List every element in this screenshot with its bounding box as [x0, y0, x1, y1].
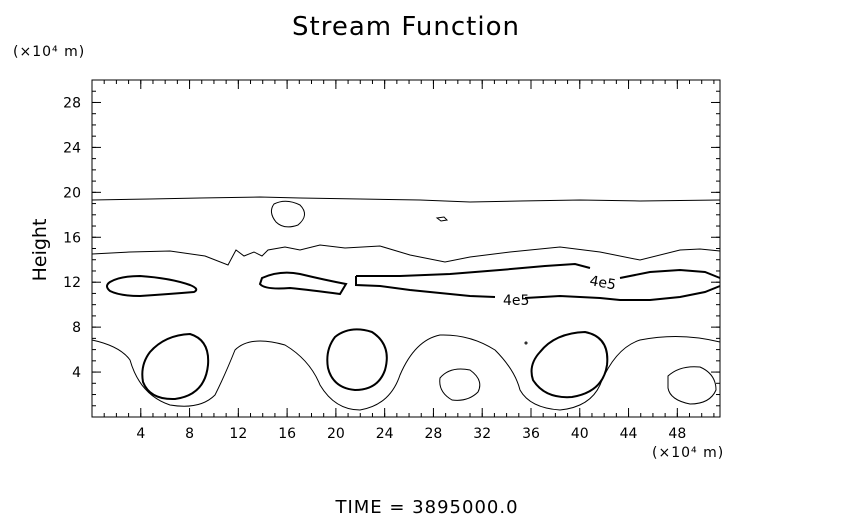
contour-thin-small-1 — [270, 200, 305, 228]
contour-thick-left — [106, 274, 198, 298]
x-tick-label: 8 — [185, 426, 194, 442]
y-tick-label: 24 — [63, 140, 81, 156]
x-axis-unit: (×10⁴ m) — [652, 445, 725, 461]
y-tick-label: 12 — [63, 275, 81, 291]
contour-label-1: 4e5 — [588, 273, 617, 293]
contour-thin-lower — [91, 334, 721, 411]
contour-thin-upper — [91, 196, 721, 203]
plot-frame — [91, 79, 721, 418]
contour-lines — [91, 196, 721, 411]
y-tick-label: 4 — [72, 365, 81, 381]
contour-thin-cell-1 — [439, 368, 481, 401]
contour-thick-cell-1 — [141, 332, 210, 401]
y-tick-label: 16 — [63, 230, 81, 246]
y-tick-label: 8 — [72, 320, 81, 336]
contour-thick-middle — [258, 271, 348, 296]
x-tick-label: 28 — [425, 426, 443, 442]
y-axis-unit: (×10⁴ m) — [13, 44, 86, 60]
x-tick-label: 44 — [620, 426, 638, 442]
x-tick-label: 20 — [327, 426, 345, 442]
x-tick-label: 16 — [278, 426, 296, 442]
contour-thin-tiny — [435, 216, 449, 222]
x-tick-label: 32 — [473, 426, 491, 442]
x-tick-label: 4 — [136, 426, 145, 442]
contour-thin-middle — [91, 244, 721, 266]
x-tick-label: 36 — [522, 426, 540, 442]
y-tick-label: 20 — [63, 185, 81, 201]
time-readout: TIME = 3895000.0 — [335, 497, 519, 518]
contour-thick-cell-3 — [530, 330, 609, 399]
x-tick-label: 48 — [668, 426, 686, 442]
contour-dot — [524, 341, 528, 345]
contour-thick-cell-2 — [326, 328, 388, 392]
contour-label-2: 4e5 — [503, 293, 529, 309]
contour-thin-cell-2 — [667, 366, 717, 405]
y-tick-label: 28 — [63, 95, 81, 111]
contour-thick-right — [355, 262, 721, 301]
x-tick-label: 12 — [229, 426, 247, 442]
x-tick-label: 40 — [571, 426, 589, 442]
x-tick-label: 24 — [376, 426, 394, 442]
chart-title: Stream Function — [292, 12, 520, 42]
